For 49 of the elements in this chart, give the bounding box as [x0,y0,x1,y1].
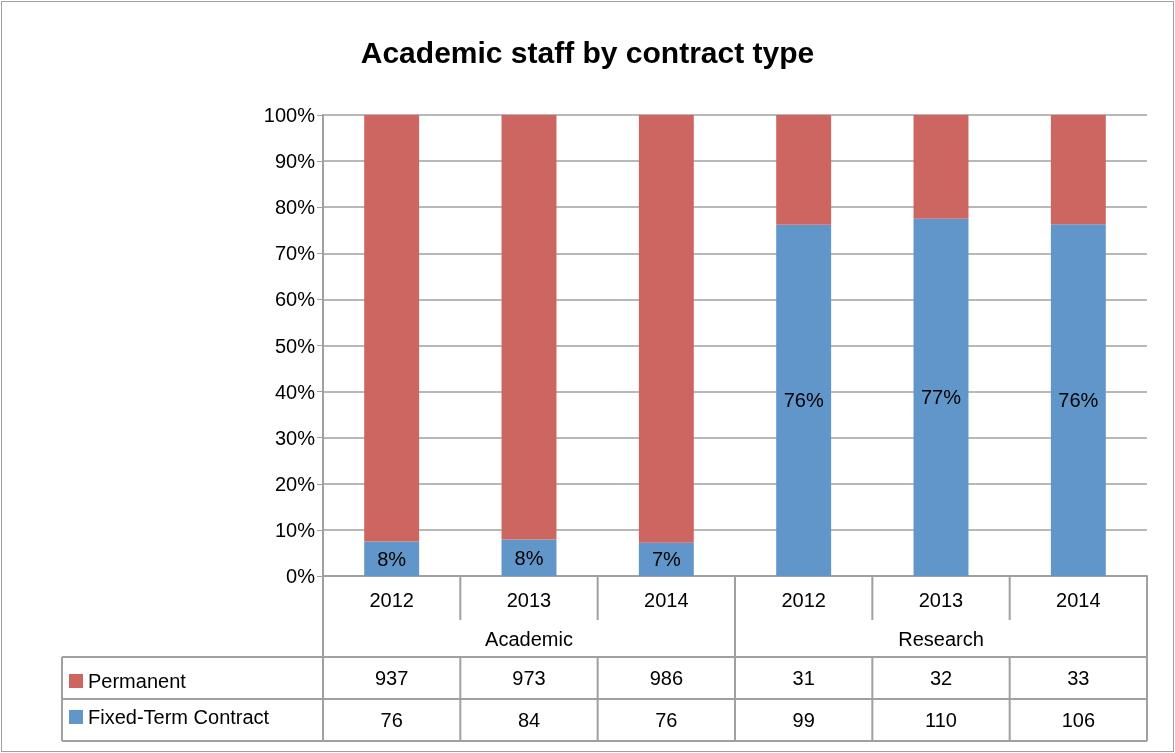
y-tick-label: 90% [274,150,316,173]
data-label: 8% [514,546,544,569]
bar [1050,224,1106,576]
x-tick-label: 2012 [781,589,826,611]
y-tick-label: 50% [274,334,316,357]
bar [913,218,969,576]
y-tick-label: 60% [274,288,316,311]
y-tick-label: 10% [274,518,316,541]
text: 32 [929,667,953,689]
text: 31 [792,667,815,689]
text: 76 [655,709,678,731]
text: 986 [649,667,684,689]
y-tick-label: 30% [274,426,316,449]
x-tick-label: 2013 [506,589,552,611]
x-tick-label: 2012 [369,589,414,611]
y-tick-label: 40% [274,380,316,403]
y-tick-label: 0% [286,565,316,587]
y-tick-label: 100% [263,104,316,126]
text: 99 [792,709,815,731]
text: 110 [925,709,957,731]
text: 84 [517,709,541,731]
x-tick-label: 2014 [1056,589,1101,611]
data-label: 8% [377,547,407,570]
x-tick-label: 2014 [644,589,689,611]
chart-title: Academic staff by contract type [360,35,815,69]
bar [776,224,832,576]
data-label: 7% [651,548,681,571]
data-label: 77% [920,386,962,409]
bar [776,115,832,225]
text: 973 [512,667,546,689]
legend-label: Fixed-Term Contract [88,706,270,728]
y-tick-label: 80% [274,196,316,219]
data-label: 76% [783,389,824,412]
text: Academic [485,627,573,650]
text: 33 [1067,667,1090,689]
y-tick-label: 20% [274,472,316,495]
bar [638,115,694,543]
bar [913,115,969,219]
bar [501,115,557,540]
text: 937 [374,667,409,689]
text: Research [898,627,984,650]
text: 76 [380,709,403,731]
bar [364,115,420,542]
legend-label: Permanent [88,670,187,692]
text: 106 [1061,709,1096,731]
x-tick-label: 2013 [918,589,964,611]
bar [1050,115,1106,225]
data-label: 76% [1058,389,1099,412]
y-tick-label: 70% [274,242,316,265]
